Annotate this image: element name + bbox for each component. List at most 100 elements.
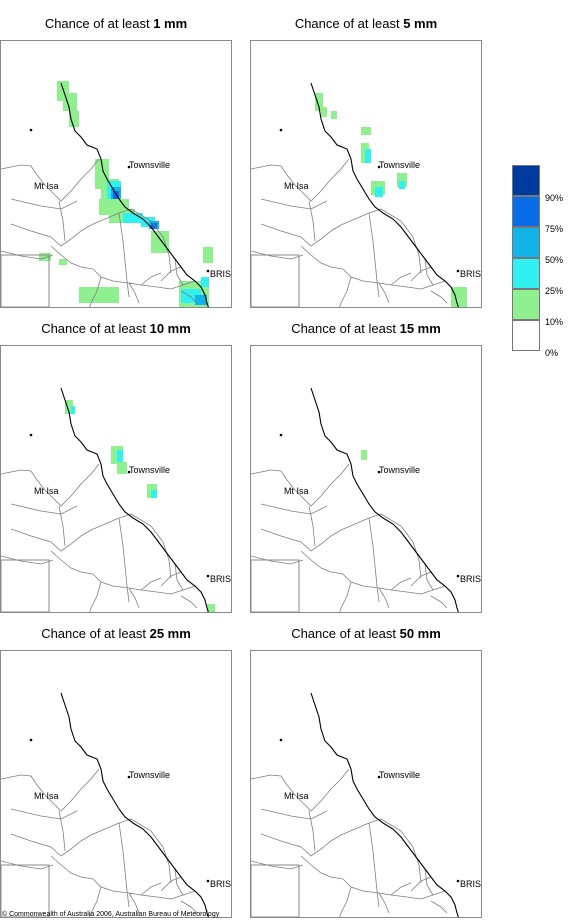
legend-label-10: 10% — [545, 317, 564, 327]
brisbane-label: BRIS — [460, 269, 482, 279]
mt-isa-label: Mt Isa — [284, 486, 309, 496]
brisbane-label: BRIS — [460, 879, 482, 889]
queensland-map: Townsville Mt Isa BRIS — [0, 345, 232, 613]
legend-swatch-0 — [512, 320, 540, 351]
mt-isa-label: Mt Isa — [34, 181, 59, 191]
mt-isa-label: Mt Isa — [284, 791, 309, 801]
panel-title-prefix: Chance of at least — [294, 16, 404, 31]
mt-isa-label: Mt Isa — [34, 486, 59, 496]
panel-title-amount: 5 mm — [403, 16, 438, 31]
map-graphic — [1, 81, 213, 307]
brisbane-label: BRIS — [460, 574, 482, 584]
city-marker — [377, 165, 381, 169]
legend-swatch-75 — [512, 196, 540, 227]
city-marker — [377, 775, 381, 779]
city-marker — [127, 470, 131, 474]
panel-title-amount: 25 mm — [149, 626, 191, 641]
rain-probability-cell — [365, 149, 371, 163]
map-inset-box — [1, 864, 50, 917]
queensland-map: Townsville Mt Isa BRIS — [250, 40, 482, 308]
rain-probability-cell — [113, 191, 119, 201]
panel-title: Chance of at least 15 mm — [250, 321, 482, 336]
map-inset-box — [251, 559, 300, 612]
rain-probability-cell — [203, 247, 213, 263]
legend-swatch-90 — [512, 165, 540, 196]
rain-probability-cell — [59, 259, 67, 265]
district-boundaries — [251, 463, 448, 612]
panel-title: Chance of at least 50 mm — [250, 626, 482, 641]
queensland-map: Townsville Mt Isa BRIS — [0, 40, 232, 308]
rain-probability-cell — [117, 450, 123, 462]
legend-label-75: 75% — [545, 224, 564, 234]
district-boundaries — [251, 768, 448, 917]
city-marker — [456, 879, 460, 883]
panel-title-prefix: Chance of at least — [41, 626, 150, 641]
brisbane-label: BRIS — [210, 879, 232, 889]
map-panel: Chance of at least 10 mm Townsville Mt Isa… — [0, 321, 232, 613]
map-inset-box — [251, 254, 300, 307]
legend-label-90: 90% — [545, 193, 564, 203]
townsville-label: Townsville — [379, 770, 421, 780]
city-marker — [279, 433, 283, 437]
rain-probability-cell — [361, 450, 367, 460]
map-graphic — [1, 387, 215, 612]
queensland-map: Townsville Mt Isa BRIS — [250, 650, 482, 918]
coastline — [310, 82, 459, 307]
city-marker — [127, 775, 131, 779]
rain-probability-cell — [123, 213, 143, 223]
map-panel: Chance of at least 5 mm Townsville Mt Isa B… — [250, 16, 482, 308]
rain-probability-cell — [207, 604, 215, 612]
rain-probability-cell — [399, 181, 405, 189]
coastline — [60, 692, 209, 917]
panel-title: Chance of at least 10 mm — [0, 321, 232, 336]
city-marker — [206, 574, 210, 578]
rain-probability-cell — [71, 406, 75, 414]
coastline — [310, 387, 459, 612]
map-graphic — [251, 82, 467, 307]
map-inset-box — [1, 254, 50, 307]
city-marker — [29, 738, 33, 742]
rain-probability-cell — [65, 400, 73, 414]
map-graphic — [1, 692, 210, 917]
legend-swatch-25 — [512, 258, 540, 289]
rain-probability-cell — [79, 287, 119, 303]
coastline — [60, 82, 209, 307]
townsville-label: Townsville — [129, 160, 171, 170]
rain-probability-cell — [361, 127, 371, 135]
legend-swatch-10 — [512, 289, 540, 320]
townsville-label: Townsville — [129, 465, 171, 475]
rain-probability-cell — [151, 231, 169, 253]
map-inset-box — [1, 559, 50, 612]
panel-title-amount: 1 mm — [153, 16, 188, 31]
map-graphic — [251, 387, 460, 612]
map-panel: Chance of at least 15 mm Townsville Mt Isa… — [250, 321, 482, 613]
rain-probability-cell — [451, 287, 467, 307]
copyright-notice: © Commonwealth of Australia 2006, Austra… — [2, 911, 220, 918]
rain-probability-cell — [201, 277, 209, 287]
city-marker — [279, 128, 283, 132]
rain-probability-cell — [321, 107, 327, 117]
rain-probability-cell — [315, 93, 323, 111]
city-marker — [206, 269, 210, 273]
map-panel: Chance of at least 25 mm Townsville Mt Isa… — [0, 626, 232, 918]
legend-label-25: 25% — [545, 286, 564, 296]
townsville-label: Townsville — [379, 465, 421, 475]
panel-title-prefix: Chance of at least — [44, 16, 154, 31]
rain-probability-cell — [151, 223, 157, 229]
panel-title-amount: 10 mm — [149, 321, 191, 336]
panel-title-amount: 15 mm — [399, 321, 441, 336]
rain-probability-cell — [195, 295, 207, 305]
city-marker — [206, 879, 210, 883]
brisbane-label: BRIS — [210, 574, 232, 584]
panel-title-prefix: Chance of at least — [291, 626, 400, 641]
panel-title-prefix: Chance of at least — [291, 321, 400, 336]
legend-label-0: 0% — [545, 348, 559, 358]
rain-probability-cell — [141, 217, 155, 227]
district-boundaries — [251, 158, 448, 307]
district-boundaries — [1, 463, 198, 612]
townsville-label: Townsville — [129, 770, 171, 780]
townsville-label: Townsville — [379, 160, 421, 170]
city-marker — [127, 165, 131, 169]
city-marker — [456, 269, 460, 273]
city-marker — [456, 574, 460, 578]
